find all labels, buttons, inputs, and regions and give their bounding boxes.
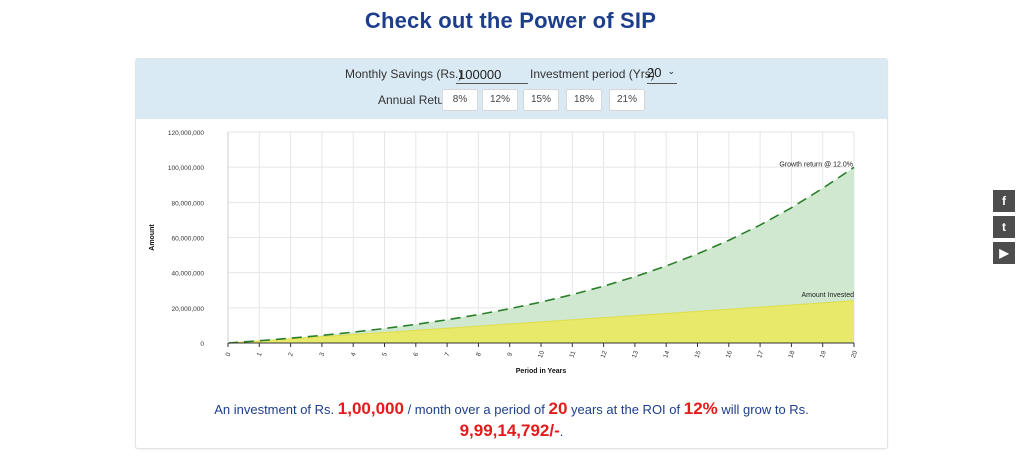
youtube-icon[interactable]: ▶ [993, 242, 1015, 264]
summary-part-3: years at the ROI of [567, 402, 684, 417]
x-tick-label: 2 [287, 351, 295, 357]
x-tick-label: 5 [381, 351, 389, 357]
summary-years: 20 [548, 399, 568, 418]
twitter-icon[interactable]: t [993, 216, 1015, 238]
chevron-down-icon: ⌄ [667, 66, 675, 76]
annual-return-label: Annual Return [378, 93, 455, 107]
x-tick-label: 8 [475, 351, 483, 357]
x-tick-label: 12 [600, 350, 609, 360]
sip-growth-chart: 0 20,000,000 40,000,000 60,000,000 80,000,00… [149, 130, 859, 375]
y-tick-label: 100,000,000 [168, 165, 205, 172]
controls-row-1: Monthly Savings (Rs.) Investment period … [136, 65, 887, 85]
x-tick-label: 19 [819, 350, 828, 360]
y-tick-label: 40,000,000 [171, 271, 204, 278]
y-tick-label: 80,000,000 [171, 200, 204, 207]
growth-series-label: Growth return @ 12.0% [779, 161, 853, 168]
monthly-savings-input[interactable] [456, 65, 528, 84]
x-tick-label: 10 [537, 350, 546, 360]
return-option-18[interactable]: 18% [566, 89, 602, 111]
return-option-12[interactable]: 12% [482, 89, 518, 111]
x-tick-label: 18 [787, 350, 796, 360]
invested-line [227, 300, 855, 344]
return-option-21[interactable]: 21% [609, 89, 645, 111]
return-option-15[interactable]: 15% [523, 89, 559, 111]
x-tick-label: 17 [756, 350, 765, 360]
social-sidebar: f t ▶ [993, 190, 1015, 268]
x-tick-label: 15 [694, 350, 703, 360]
invested-series-label: Amount Invested [801, 292, 854, 299]
summary-text: An investment of Rs. 1,00,000 / month ov… [136, 398, 887, 442]
x-tick-label: 4 [350, 351, 358, 357]
x-axis-title: Period in Years [516, 368, 567, 375]
x-tick-label: 3 [319, 351, 327, 357]
y-tick-label: 20,000,000 [171, 306, 204, 313]
x-tick-label: 11 [568, 350, 577, 359]
summary-roi: 12% [683, 399, 718, 418]
y-tick-label: 120,000,000 [168, 130, 205, 137]
y-tick-label: 60,000,000 [171, 236, 204, 243]
growth-area [228, 167, 854, 343]
x-tick-label: 0 [225, 351, 233, 357]
x-tick-label: 6 [412, 351, 420, 357]
sip-calculator-card: Monthly Savings (Rs.) Investment period … [135, 58, 888, 449]
summary-part-4: will grow to Rs. [717, 402, 809, 417]
monthly-savings-label: Monthly Savings (Rs.) [345, 67, 463, 81]
facebook-icon[interactable]: f [993, 190, 1015, 212]
x-tick-label: 20 [850, 350, 859, 360]
summary-part-5: . [559, 424, 564, 439]
controls-row-2: Annual Return 8% 12% 15% 18% 21% [136, 89, 887, 111]
x-tick-label: 9 [506, 351, 514, 357]
investment-period-select[interactable]: 20 ⌄ [647, 65, 677, 84]
page-title: Check out the Power of SIP [364, 8, 657, 33]
investment-period-label: Investment period (Yrs) [530, 67, 655, 81]
x-tick-label: 13 [631, 350, 640, 360]
return-option-8[interactable]: 8% [442, 89, 478, 111]
growth-line [227, 166, 855, 344]
y-axis-title: Amount [149, 224, 156, 251]
x-tick-label: 7 [444, 351, 452, 357]
summary-part-1: An investment of Rs. [214, 402, 338, 417]
summary-part-2: / month over a period of [403, 402, 549, 417]
x-tick-label: 1 [256, 351, 264, 357]
calculator-controls: Monthly Savings (Rs.) Investment period … [136, 59, 887, 119]
x-tick-label: 14 [662, 350, 671, 360]
summary-amount: 1,00,000 [337, 399, 404, 418]
x-tick-label: 16 [725, 350, 734, 360]
summary-result: 9,99,14,792/- [459, 421, 560, 440]
investment-period-value: 20 [647, 65, 662, 80]
y-tick-label: 0 [200, 341, 204, 348]
